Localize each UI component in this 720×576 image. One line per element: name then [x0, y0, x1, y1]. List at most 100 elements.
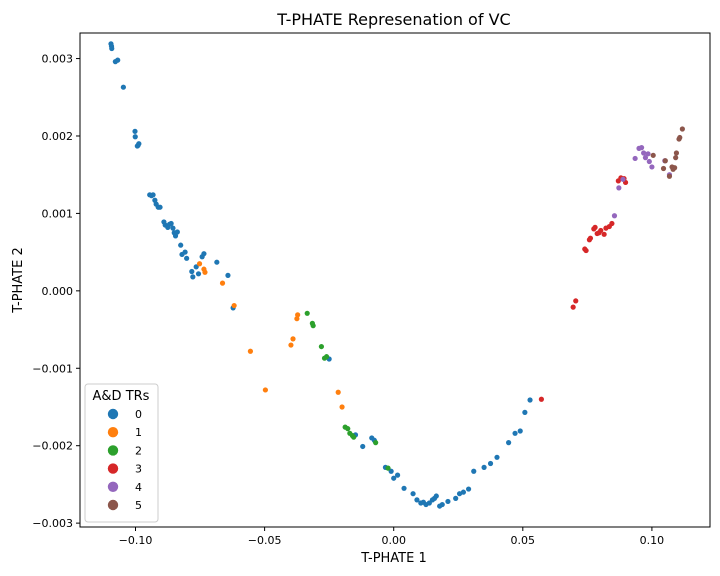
point-series-5-8 — [673, 150, 680, 156]
point-series-4-5 — [638, 145, 645, 151]
point-series-0-49 — [401, 485, 407, 491]
point-series-1-8 — [290, 336, 296, 342]
point-series-3-6 — [587, 235, 594, 241]
point-series-0-51 — [414, 497, 420, 503]
point-series-1-2 — [202, 269, 208, 275]
point-series-5-1 — [660, 165, 667, 172]
point-series-0-71 — [512, 430, 518, 436]
legend-entries: 0 1 2 3 4 5 — [107, 408, 142, 512]
point-series-5-11 — [679, 126, 685, 132]
point-series-1-7 — [288, 342, 294, 348]
point-series-2-2 — [310, 323, 316, 329]
y-tick-label: −0.003 — [32, 517, 73, 530]
point-series-0-72 — [517, 428, 523, 434]
legend-marker-5 — [107, 499, 119, 511]
legend-title: A&D TRs — [93, 389, 150, 404]
point-series-2-7 — [345, 426, 351, 432]
legend-marker-1 — [107, 427, 119, 438]
legend-label-3: 3 — [135, 463, 142, 476]
y-tick-label: −0.001 — [32, 362, 73, 375]
point-series-3-11 — [598, 227, 604, 234]
point-series-1-11 — [335, 389, 341, 395]
point-series-0-60 — [439, 501, 445, 508]
point-series-0-25 — [172, 233, 179, 239]
legend-marker-4 — [107, 481, 119, 492]
point-series-3-1 — [570, 304, 576, 310]
point-series-3-4 — [583, 247, 589, 254]
point-series-2-5 — [323, 354, 330, 360]
point-series-5-2 — [662, 158, 668, 164]
x-axis: −0.10 −0.05 0.00 0.05 0.10 — [119, 527, 664, 547]
series-3 — [538, 175, 629, 402]
y-tick-label: −0.002 — [32, 440, 73, 453]
point-series-2-3 — [318, 343, 325, 350]
point-series-0-48 — [394, 472, 401, 478]
chart-title: T-PHATE Represenation of VC — [276, 10, 510, 29]
point-series-2-11 — [373, 440, 379, 446]
point-series-0-38 — [225, 272, 231, 278]
legend-label-5: 5 — [135, 499, 142, 512]
y-axis: −0.003 −0.002 −0.001 0.000 0.001 0.002 0.003 — [32, 53, 80, 530]
point-series-1-4 — [231, 302, 237, 309]
point-series-3-12 — [601, 231, 607, 237]
legend-marker-0 — [107, 408, 119, 420]
legend-label-0: 0 — [135, 408, 142, 421]
point-series-3-8 — [592, 224, 598, 230]
point-series-5-7 — [673, 155, 679, 161]
legend-label-2: 2 — [135, 444, 142, 457]
point-series-0-62 — [453, 495, 459, 501]
point-series-0-37 — [214, 259, 220, 265]
point-series-0-2 — [109, 45, 115, 52]
point-series-5-0 — [650, 152, 656, 158]
point-series-1-10 — [295, 312, 301, 318]
point-series-0-4 — [115, 57, 121, 63]
point-series-0-34 — [195, 271, 202, 277]
point-series-5-10 — [677, 134, 683, 141]
point-series-1-6 — [262, 387, 268, 393]
point-series-0-64 — [460, 489, 467, 495]
y-axis-label: T-PHATE 2 — [11, 247, 26, 314]
point-series-0-65 — [465, 486, 472, 492]
point-series-4-7 — [642, 155, 649, 161]
legend-marker-3 — [107, 463, 119, 474]
point-series-4-0 — [611, 213, 618, 219]
point-series-0-74 — [527, 397, 533, 403]
point-series-0-6 — [132, 128, 138, 134]
point-series-0-30 — [184, 255, 190, 261]
point-series-0-50 — [410, 491, 416, 497]
point-series-4-9 — [646, 158, 652, 165]
point-series-1-3 — [219, 280, 226, 286]
x-tick-label: 0.00 — [381, 534, 406, 547]
legend-marker-2 — [107, 445, 119, 456]
point-series-0-73 — [522, 409, 528, 415]
point-series-0-17 — [157, 204, 163, 210]
series-5 — [650, 126, 685, 179]
point-series-0-31 — [189, 268, 195, 275]
point-series-0-68 — [487, 460, 494, 467]
legend: A&D TRs 0 1 2 3 4 5 — [84, 383, 159, 523]
point-series-4-8 — [645, 151, 651, 157]
point-series-0-67 — [481, 464, 487, 470]
point-series-0-58 — [433, 493, 439, 499]
point-series-0-26 — [174, 229, 180, 235]
point-series-1-5 — [247, 348, 254, 354]
series-2 — [304, 310, 391, 471]
point-series-0-61 — [445, 498, 451, 505]
point-series-0-7 — [132, 134, 138, 140]
point-series-4-10 — [649, 164, 655, 170]
point-series-0-66 — [471, 468, 477, 474]
x-tick-label: 0.05 — [511, 534, 536, 547]
point-series-0-47 — [391, 475, 397, 481]
y-tick-label: 0.003 — [42, 53, 74, 66]
point-series-4-6 — [641, 150, 647, 156]
point-series-3-2 — [573, 298, 579, 304]
point-series-1-0 — [196, 261, 203, 267]
x-tick-label: −0.05 — [248, 534, 282, 547]
point-series-2-0 — [304, 310, 310, 316]
x-tick-label: −0.10 — [119, 534, 153, 547]
point-series-5-3 — [666, 173, 673, 179]
point-series-5-6 — [672, 165, 678, 171]
point-series-0-13 — [150, 192, 156, 198]
legend-label-1: 1 — [135, 426, 142, 439]
